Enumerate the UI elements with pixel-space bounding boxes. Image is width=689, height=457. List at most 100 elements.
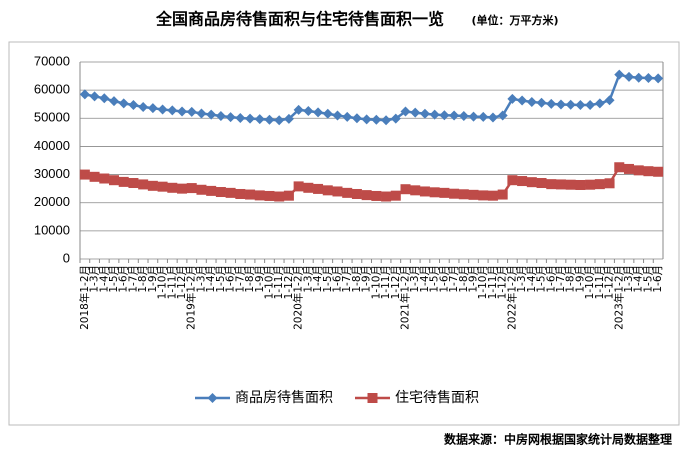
point — [555, 99, 566, 110]
x-tick-label: 1-5月 — [429, 265, 441, 293]
x-tick-label: 1-5月 — [215, 265, 227, 293]
point — [429, 187, 440, 198]
x-tick-label: 1-9月 — [468, 265, 480, 293]
point — [79, 89, 90, 100]
point — [439, 187, 450, 198]
x-tick-label: 1-7月 — [555, 265, 567, 293]
point — [118, 98, 129, 109]
point — [186, 106, 197, 117]
chart-frame — [8, 41, 680, 426]
point — [653, 166, 664, 177]
x-tick-label: 1-12月 — [604, 265, 616, 299]
point — [381, 115, 392, 126]
point — [215, 111, 226, 122]
point — [367, 393, 378, 403]
point — [99, 93, 110, 104]
point — [89, 91, 100, 102]
point — [487, 112, 498, 123]
point — [614, 162, 625, 173]
x-tick-label: 1-11月 — [273, 265, 285, 299]
point — [497, 189, 508, 200]
point — [361, 190, 372, 201]
point — [400, 184, 411, 195]
point — [565, 99, 576, 110]
x-tick-label: 1-10月 — [157, 265, 169, 299]
point — [109, 175, 120, 186]
point — [147, 180, 158, 191]
x-tick-label: 1-6月 — [225, 265, 237, 293]
x-tick-label: 1-10月 — [370, 265, 382, 299]
point — [254, 114, 265, 125]
y-tick-label: 70000 — [34, 53, 70, 68]
point — [147, 103, 158, 114]
x-tick-label: 1-4月 — [312, 265, 324, 293]
x-tick-label: 1-11月 — [380, 265, 392, 299]
point — [487, 190, 498, 201]
point — [264, 114, 275, 125]
point — [371, 190, 382, 201]
point — [351, 188, 362, 199]
point — [478, 190, 489, 201]
x-tick-label: 1-11月 — [487, 265, 499, 299]
point — [614, 69, 625, 80]
point — [400, 106, 411, 117]
point — [167, 182, 178, 193]
chart-subtitle: (单位：万平方米) — [471, 13, 558, 27]
x-tick-label: 1-6月 — [652, 265, 664, 293]
y-tick-label: 10000 — [34, 222, 70, 237]
x-tick-label: 1-9月 — [574, 265, 586, 293]
x-tick-label: 1-11月 — [166, 265, 178, 299]
x-tick-label: 1-4月 — [633, 265, 645, 293]
point — [526, 96, 537, 107]
point — [283, 113, 294, 124]
x-tick-label: 1-12月 — [497, 265, 509, 299]
x-tick-label: 1-3月 — [195, 265, 207, 293]
point — [429, 109, 440, 120]
point — [206, 109, 217, 120]
point — [507, 175, 518, 186]
point — [322, 185, 333, 196]
y-tick-label: 60000 — [34, 82, 70, 97]
point — [293, 181, 304, 192]
point — [419, 186, 430, 197]
x-tick-label: 1-7月 — [127, 265, 139, 293]
x-tick-label: 1-3月 — [302, 265, 314, 293]
x-tick-label: 1-7月 — [448, 265, 460, 293]
point — [342, 111, 353, 122]
point — [633, 72, 644, 83]
y-tick-label: 20000 — [34, 194, 70, 209]
point — [585, 179, 596, 190]
x-tick-label: 2019年1-2月 — [185, 265, 198, 330]
point — [468, 111, 479, 122]
point — [79, 169, 90, 180]
x-tick-label: 1-10月 — [263, 265, 275, 299]
x-tick-label: 1-9月 — [254, 265, 266, 293]
x-tick-label: 1-3月 — [89, 265, 101, 293]
point — [458, 189, 469, 200]
point — [206, 185, 217, 196]
point — [555, 179, 566, 190]
x-tick-label: 1-5月 — [108, 265, 120, 293]
point — [507, 93, 518, 104]
point — [449, 110, 460, 121]
point — [313, 183, 324, 194]
point — [643, 166, 654, 177]
point — [517, 95, 528, 106]
point — [419, 108, 430, 119]
point — [478, 111, 489, 122]
x-tick-label: 1-8月 — [351, 265, 363, 293]
point — [293, 104, 304, 115]
x-tick-label: 2022年1-2月 — [505, 265, 518, 330]
point — [196, 108, 207, 119]
x-tick-label: 1-12月 — [283, 265, 295, 299]
x-tick-label: 1-7月 — [234, 265, 246, 293]
point — [604, 95, 615, 106]
x-tick-label: 2020年1-2月 — [292, 265, 305, 330]
point — [138, 102, 149, 113]
point — [449, 188, 460, 199]
x-tick-label: 1-5月 — [322, 265, 334, 293]
point — [245, 113, 256, 124]
point — [303, 182, 314, 193]
point — [458, 111, 469, 122]
